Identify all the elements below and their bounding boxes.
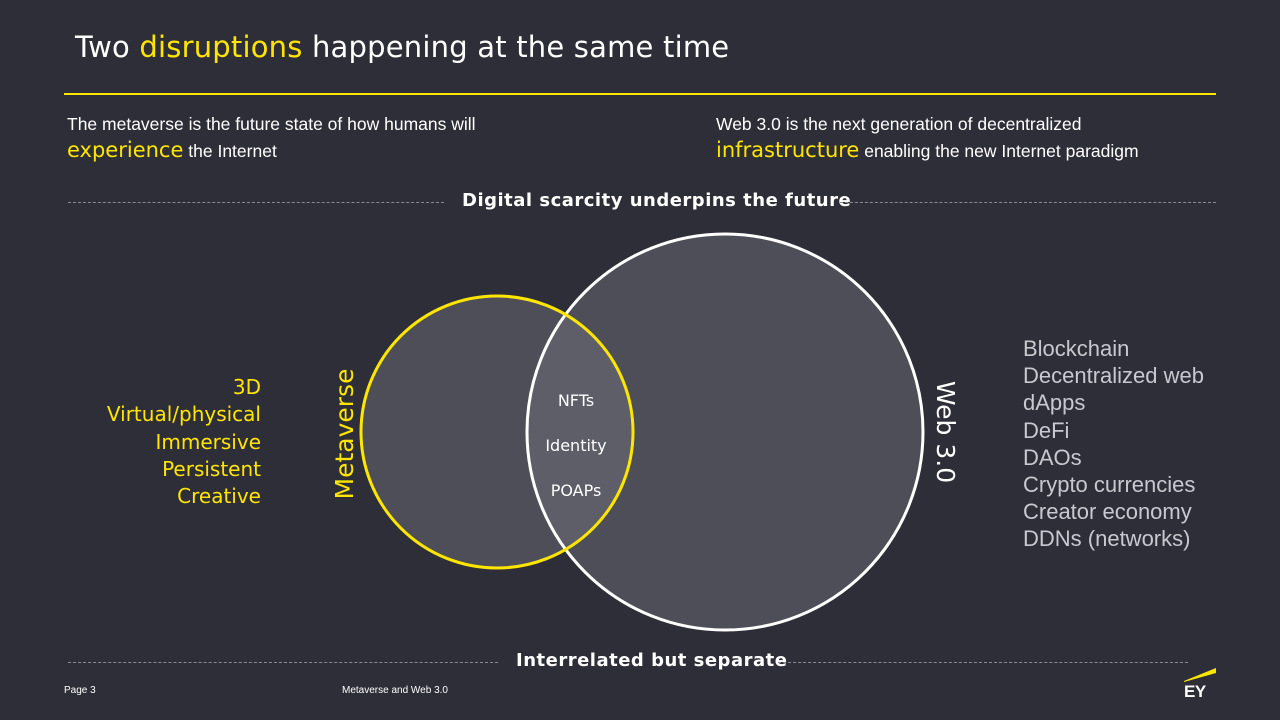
metaverse-intro: The metaverse is the future state of how… <box>67 111 476 164</box>
list-item: Virtual/physical <box>106 402 261 427</box>
list-item: Creative <box>177 484 261 509</box>
list-item: Persistent <box>162 456 261 481</box>
metaverse-intro-line1: The metaverse is the future state of how… <box>67 114 476 134</box>
list-item: DDNs (networks) <box>1023 526 1191 552</box>
list-item: Crypto currencies <box>1023 472 1196 498</box>
metaverse-circle-outline <box>359 294 635 570</box>
bottom-band-label: Interrelated but separate <box>516 650 788 671</box>
document-title: Metaverse and Web 3.0 <box>342 685 448 696</box>
list-item: DeFi <box>1023 417 1070 443</box>
title-divider <box>64 93 1216 95</box>
ey-logo-text: EY <box>1184 682 1206 701</box>
title-suffix: happening at the same time <box>302 30 730 64</box>
list-item: dApps <box>1023 390 1086 416</box>
ey-logo-beam-icon <box>1184 668 1216 682</box>
web3-circle-outline <box>525 232 925 632</box>
metaverse-intro-highlight: experience <box>67 138 184 162</box>
overlap-item-identity: Identity <box>545 436 607 455</box>
page-number: Page 3 <box>64 685 96 696</box>
web3-label: Web 3.0 <box>931 381 960 483</box>
title-prefix: Two <box>75 30 140 64</box>
overlap-item-poaps: POAPs <box>550 481 602 500</box>
web3-intro-line1: Web 3.0 is the next generation of decent… <box>716 114 1082 134</box>
list-item: Decentralized web <box>1023 363 1204 389</box>
list-item: Creator economy <box>1023 499 1192 525</box>
list-item: Blockchain <box>1023 336 1130 361</box>
web3-intro-line2: enabling the new Internet paradigm <box>859 141 1139 161</box>
list-item: 3D <box>232 375 261 399</box>
page-title: Two disruptions happening at the same ti… <box>75 30 729 64</box>
metaverse-label: Metaverse <box>330 369 359 500</box>
web3-intro: Web 3.0 is the next generation of decent… <box>716 111 1139 164</box>
web3-intro-highlight: infrastructure <box>716 138 860 162</box>
top-dashed-line-left <box>68 202 444 203</box>
bottom-dashed-line-right <box>778 662 1188 663</box>
top-band-label: Digital scarcity underpins the future <box>462 190 852 211</box>
ey-logo: EY <box>1182 664 1218 702</box>
metaverse-intro-line2: the Internet <box>183 141 277 161</box>
bottom-dashed-line-left <box>68 662 498 663</box>
top-dashed-line-right <box>840 202 1216 203</box>
overlap-item-nfts: NFTs <box>557 391 595 410</box>
title-highlight: disruptions <box>139 30 303 64</box>
list-item: DAOs <box>1023 444 1082 470</box>
list-item: Immersive <box>155 429 261 454</box>
web3-circle <box>527 234 923 630</box>
web3-traits-list: Blockchain Decentralized web dApps DeFi … <box>1023 335 1204 553</box>
metaverse-traits-list: 3D Virtual/physical Immersive Persistent… <box>107 374 261 510</box>
